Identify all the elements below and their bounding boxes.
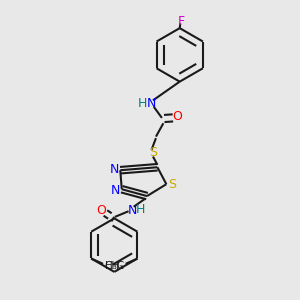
Text: N: N xyxy=(110,163,119,176)
Text: N: N xyxy=(147,98,156,110)
Text: H₃C: H₃C xyxy=(105,261,124,271)
Text: N: N xyxy=(128,204,137,217)
Text: H: H xyxy=(137,97,147,110)
Text: H: H xyxy=(136,203,145,216)
Text: O: O xyxy=(97,203,106,217)
Text: S: S xyxy=(149,146,157,160)
Text: O: O xyxy=(172,110,182,123)
Text: N: N xyxy=(111,184,121,196)
Text: S: S xyxy=(168,178,176,191)
Text: F: F xyxy=(178,15,185,28)
Text: CH₃: CH₃ xyxy=(104,261,124,271)
